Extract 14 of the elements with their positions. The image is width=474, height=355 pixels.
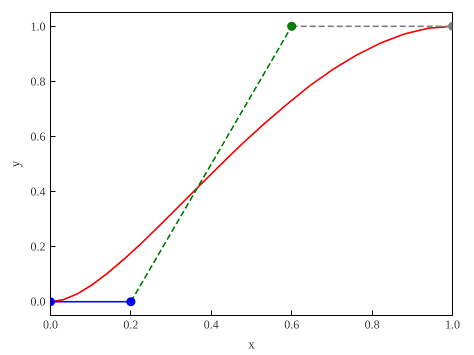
x-tick-label: 0.0 (43, 318, 58, 332)
y-tick-label: 0.0 (30, 294, 46, 309)
x-axis-title: x (248, 336, 256, 352)
x-tick-label: 0.4 (204, 318, 219, 332)
y-tick-label: 0.8 (30, 74, 46, 88)
x-tick-label: 0.2 (123, 318, 138, 332)
x-tick-label: 1.0 (445, 318, 460, 332)
x-tick-label: 0.6 (284, 318, 300, 332)
y-tick-label: 0.6 (30, 129, 46, 144)
y-tick-label: 1.0 (30, 19, 46, 34)
y-tick-label: 0.2 (30, 240, 46, 254)
x-tick-label: 0.8 (364, 318, 380, 332)
y-axis-title: y (8, 160, 22, 168)
y-tick-label: 0.4 (30, 184, 46, 199)
